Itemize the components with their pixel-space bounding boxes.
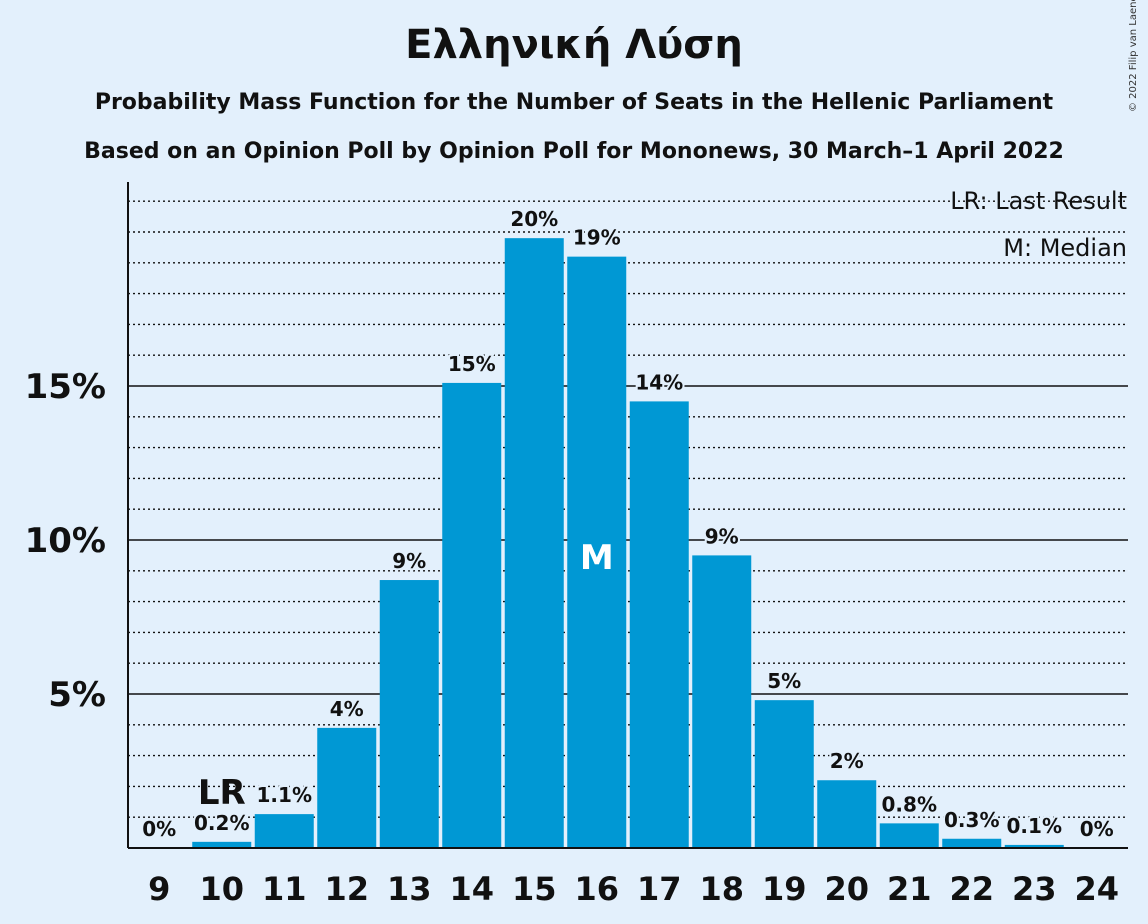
y-tick-label: 10% (25, 521, 106, 561)
x-tick-label: 24 (1074, 870, 1119, 908)
bar (754, 700, 814, 848)
value-label: 9% (392, 549, 426, 573)
bar (942, 838, 1002, 848)
bar (879, 823, 939, 848)
y-tick-label: 5% (48, 675, 106, 715)
x-tick-label: 19 (762, 870, 807, 908)
bar (567, 256, 627, 848)
value-label: 19% (573, 226, 621, 250)
value-label: 0.8% (882, 792, 937, 816)
value-label: 14% (635, 370, 683, 394)
bars (192, 238, 1064, 848)
value-label: 0.2% (194, 811, 249, 835)
x-tick-label: 14 (449, 870, 494, 908)
value-label: 9% (705, 524, 739, 548)
median-marker: M (580, 538, 614, 578)
bar (192, 841, 252, 848)
value-label: 4% (330, 697, 364, 721)
x-tick-label: 20 (824, 870, 869, 908)
x-tick-label: 18 (699, 870, 744, 908)
value-labels: 0% 0.2%LR 1.1% 4% 9% 15% 20% 19% M 14% 9% 5% 2% 0.8% 0… (140, 205, 1115, 843)
x-tick-label: 13 (387, 870, 432, 908)
x-tick-label: 10 (199, 870, 244, 908)
x-tick-label: 21 (887, 870, 932, 908)
x-tick-label: 23 (1012, 870, 1057, 908)
grid-lines (128, 200, 1128, 818)
x-tick-label: 22 (949, 870, 994, 908)
bar (504, 238, 564, 848)
legend-last-result: LR: Last Result (950, 187, 1127, 215)
x-tick-label: 12 (324, 870, 369, 908)
value-label: 1.1% (257, 783, 312, 807)
value-label: 2% (830, 749, 864, 773)
bar (1004, 844, 1064, 848)
bar (817, 780, 877, 848)
value-label: 20% (510, 207, 558, 231)
bar (442, 382, 502, 848)
y-tick-label: 15% (25, 367, 106, 407)
value-label: 5% (767, 669, 801, 693)
last-result-marker: LR (198, 773, 246, 813)
bar (317, 727, 377, 848)
chart-subtitle: Probability Mass Function for the Number… (94, 90, 1054, 115)
x-tick-label: 16 (574, 870, 619, 908)
bar (692, 555, 752, 848)
axes: 5% 10% 15% 9 10 11 12 13 14 15 16 17 18 19 20 21 22 23 24 (25, 182, 1128, 908)
chart-title: Ελληνική Λύση (405, 22, 743, 68)
value-label: 0.3% (944, 808, 999, 832)
bar (254, 814, 314, 848)
chart-source: Based on an Opinion Poll by Opinion Poll… (84, 139, 1064, 164)
bar (629, 401, 689, 848)
x-tick-label: 17 (637, 870, 682, 908)
x-tick-label: 9 (148, 870, 170, 908)
x-tick-label: 11 (262, 870, 307, 908)
value-label: 15% (448, 352, 496, 376)
bar (379, 580, 439, 848)
value-label: 0% (1080, 817, 1114, 841)
value-label: 0% (142, 817, 176, 841)
x-tick-label: 15 (512, 870, 557, 908)
legend-median: M: Median (1003, 234, 1127, 262)
value-label: 0.1% (1007, 814, 1062, 838)
